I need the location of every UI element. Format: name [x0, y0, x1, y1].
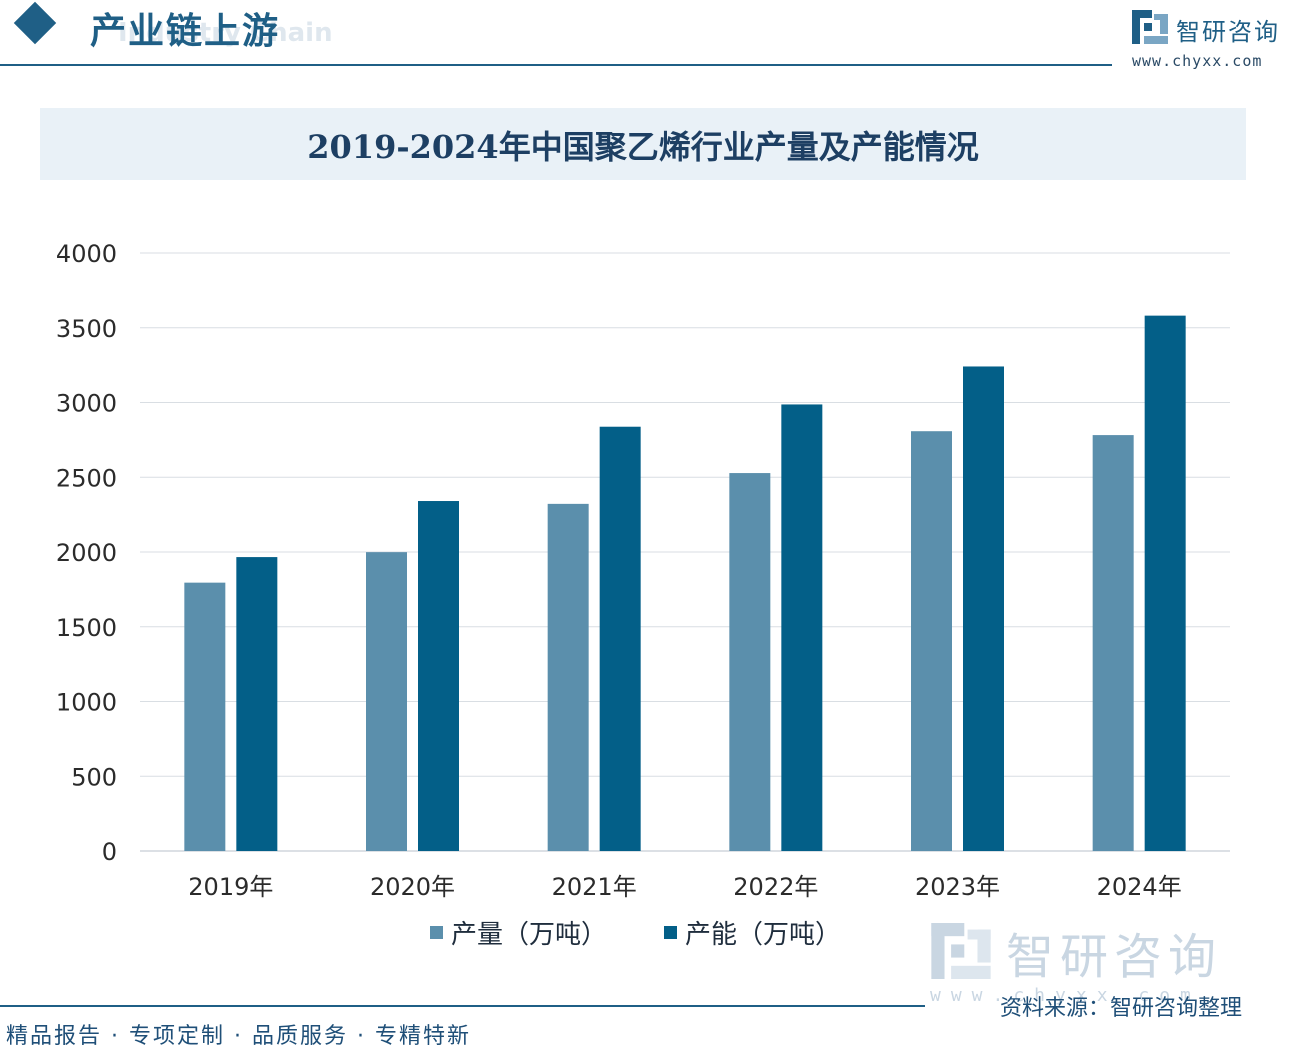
legend-label-production: 产量（万吨）: [451, 920, 608, 950]
watermark-name: 智研咨询: [1006, 929, 1223, 985]
brand: 智研咨询 www.chyxx.com: [1132, 6, 1292, 70]
brand-url: www.chyxx.com: [1132, 52, 1263, 70]
bar-capacity: [1144, 315, 1186, 851]
brand-logo-icon: [1132, 10, 1168, 44]
legend-item-capacity: 产能（万吨）: [664, 914, 841, 951]
legend-item-production: 产量（万吨）: [430, 914, 607, 951]
bar-capacity: [418, 501, 459, 851]
page-header: Industry Chain 产业链上游 智研咨询 www.chyxx.com: [0, 0, 1294, 70]
x-tick-label: 2020年: [370, 873, 455, 901]
bar-production: [184, 582, 226, 851]
bar-capacity: [599, 426, 641, 851]
y-tick-label: 1000: [56, 689, 117, 717]
bar-production: [1092, 435, 1134, 851]
bar-production: [547, 503, 589, 851]
watermark-logo-icon: [931, 923, 991, 979]
chart-grid: [140, 252, 1230, 852]
y-tick-label: 1500: [56, 614, 117, 642]
footer-divider: [0, 1005, 925, 1007]
y-tick-label: 2000: [56, 539, 117, 567]
y-tick-label: 500: [71, 763, 117, 791]
y-tick-label: 2500: [56, 464, 117, 492]
x-tick-label: 2019年: [188, 873, 273, 901]
chart-bars: [184, 315, 1186, 851]
bar-capacity: [236, 557, 278, 851]
bar-capacity: [963, 366, 1004, 851]
legend-swatch-capacity: [664, 926, 677, 939]
chart-title-bar: 2019-2024年中国聚乙烯行业产量及产能情况: [40, 108, 1246, 180]
x-tick-label: 2021年: [552, 873, 637, 901]
bar-production: [366, 552, 407, 851]
source-note: 资料来源：智研咨询整理: [1000, 996, 1243, 1021]
watermark-url: www.chyxx.com: [930, 985, 1201, 1006]
header-divider: [0, 64, 1112, 66]
watermark: 智研咨询 www.chyxx.com: [920, 915, 1260, 1006]
x-tick-label: 2024年: [1097, 873, 1182, 901]
y-axis-ticks: 0 500 1000 1500 2000 2500 3000 3500 4000: [56, 240, 117, 866]
y-tick-label: 0: [102, 838, 117, 866]
bar-capacity: [781, 404, 823, 851]
y-tick-label: 3000: [56, 390, 117, 418]
footer-tagline: 精品报告 · 专项定制 · 品质服务 · 专精特新: [6, 1024, 471, 1049]
bar-production: [911, 431, 952, 851]
chart-title: 2019-2024年中国聚乙烯行业产量及产能情况: [307, 128, 979, 166]
legend-swatch-production: [430, 926, 443, 939]
x-tick-label: 2023年: [915, 873, 1000, 901]
section-title: 产业链上游: [90, 10, 281, 52]
legend-label-capacity: 产能（万吨）: [685, 920, 842, 950]
y-tick-label: 3500: [56, 315, 117, 343]
x-axis-ticks: 2019年 2020年 2021年 2022年 2023年 2024年: [188, 873, 1181, 901]
y-tick-label: 4000: [56, 240, 117, 268]
bar-production: [729, 473, 771, 851]
brand-name: 智研咨询: [1176, 18, 1280, 46]
x-tick-label: 2022年: [733, 873, 818, 901]
